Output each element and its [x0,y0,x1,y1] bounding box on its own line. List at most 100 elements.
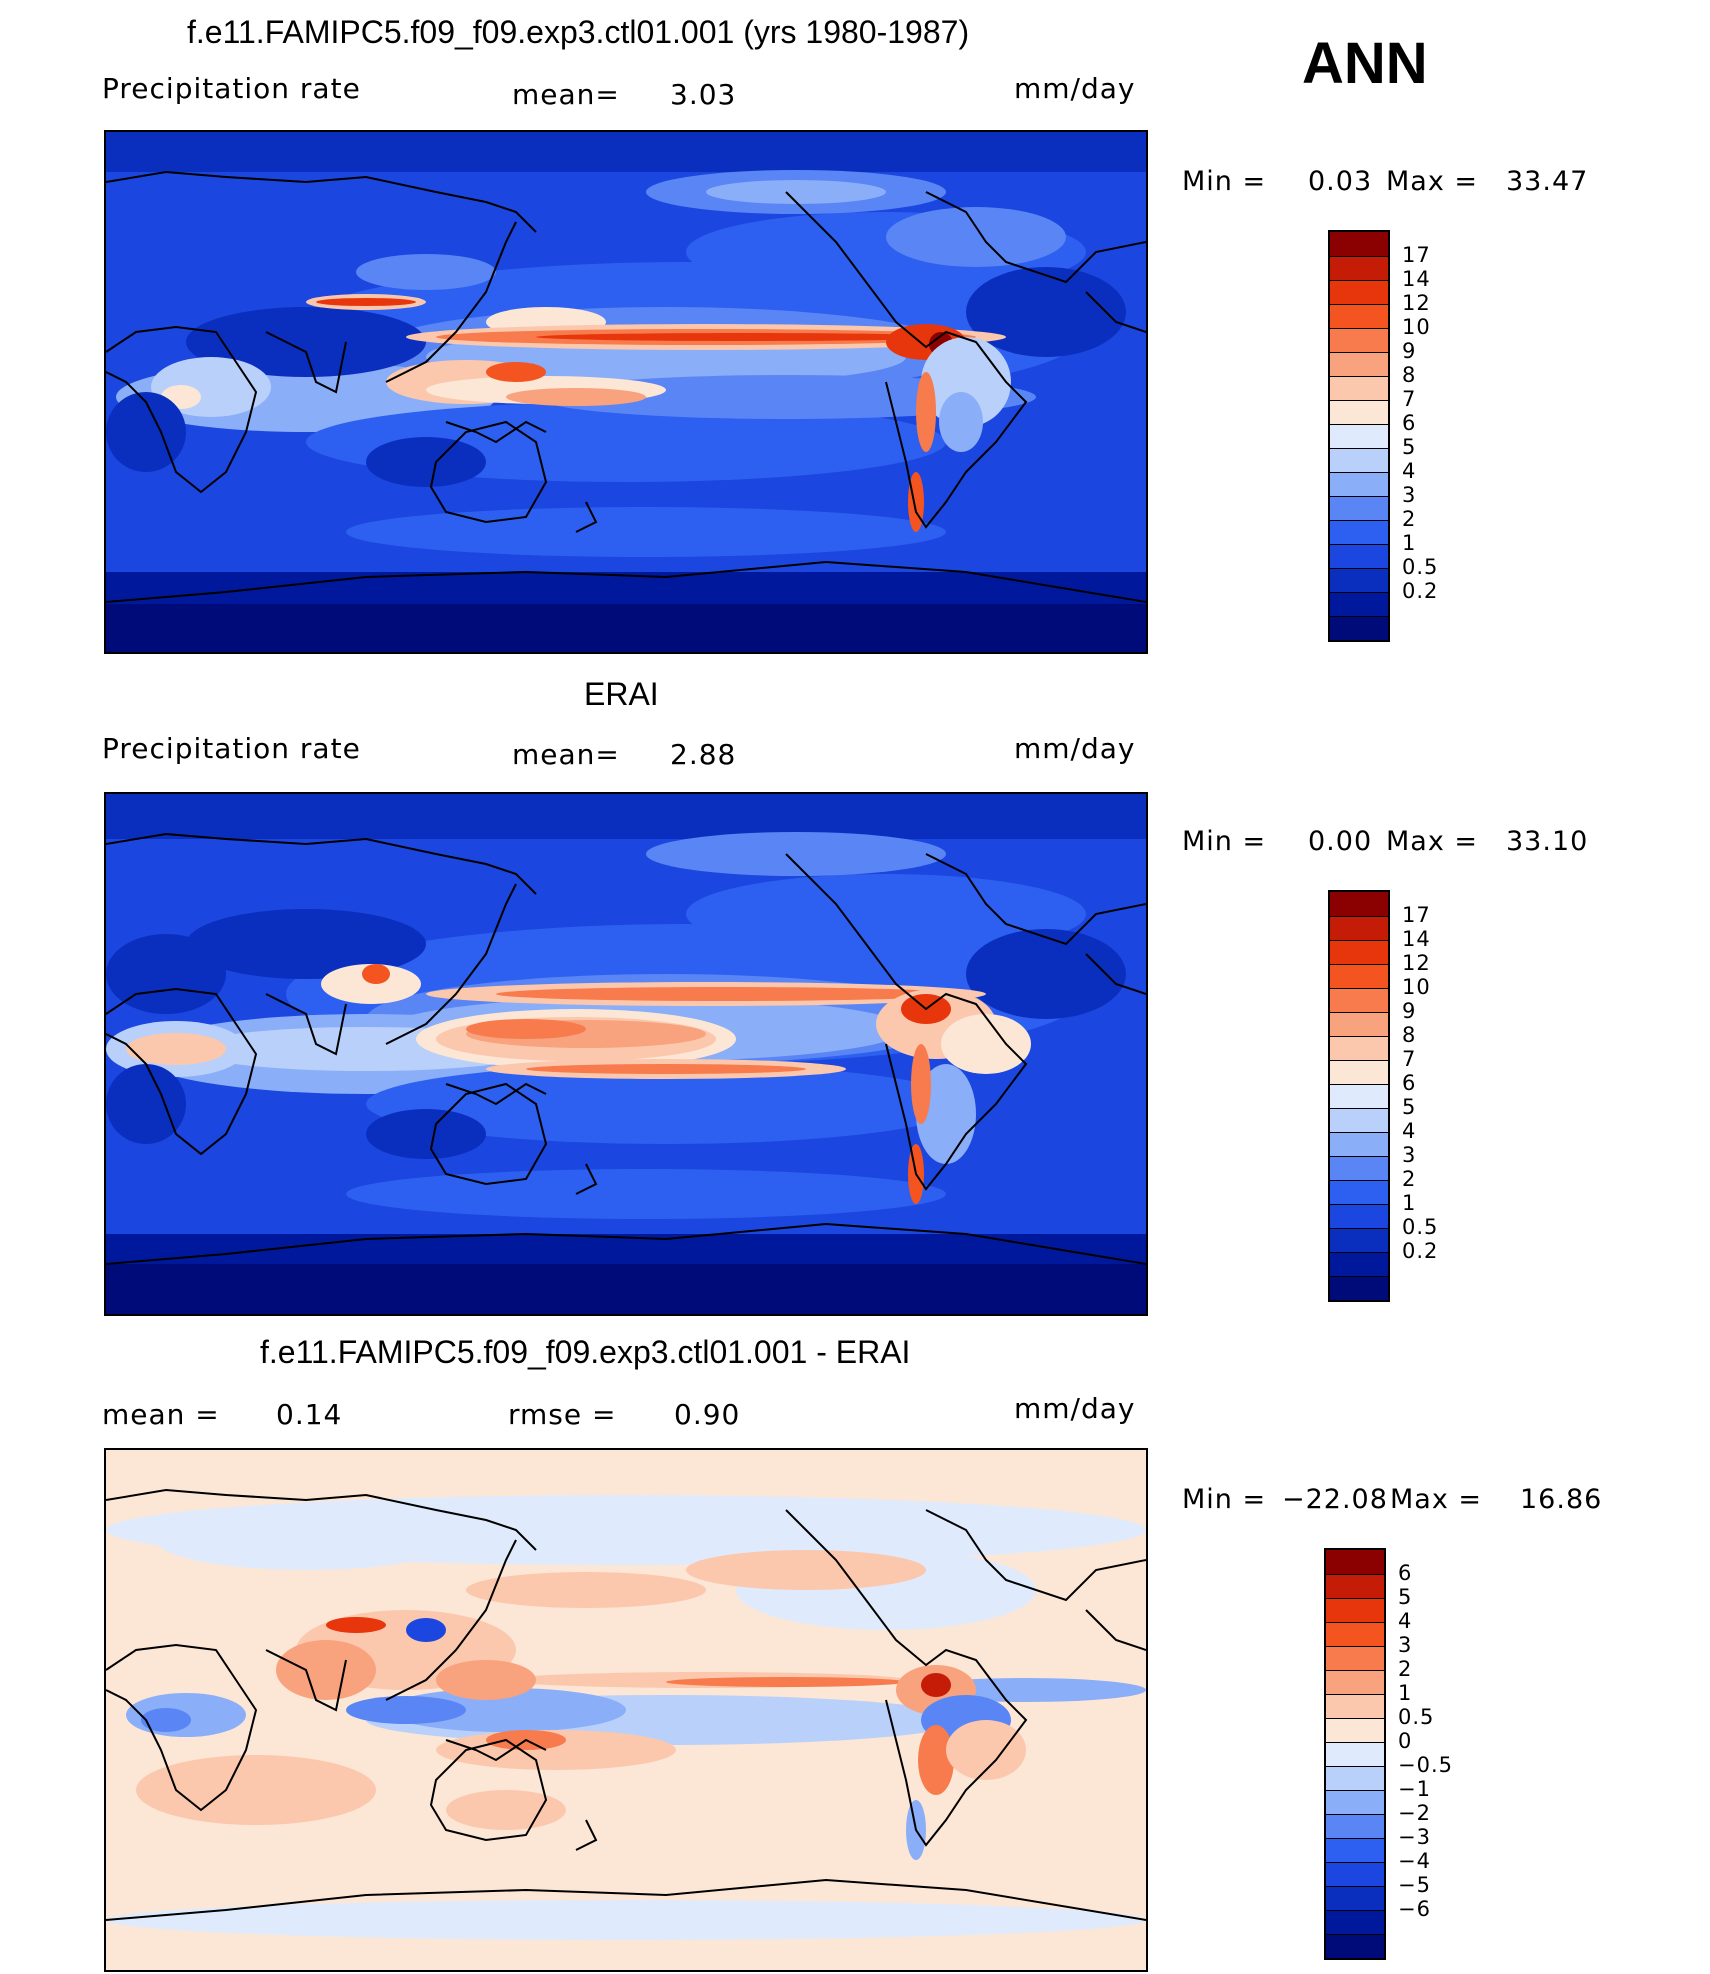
colorbar-label: 2 [1402,507,1417,531]
panel-2-title: ERAI [584,676,659,712]
panel-1-variable-label: Precipitation rate [102,72,361,105]
panel-3-difference-field [106,1450,1146,1970]
colorbar-label: 4 [1402,1119,1417,1143]
colorbar-label: 0.5 [1402,555,1439,579]
colorbar-label: 17 [1402,903,1431,927]
panel-3-map [104,1448,1148,1972]
colorbar-swatch [1326,1814,1384,1838]
panel-1-units: mm/day [1014,72,1136,105]
colorbar-label: 9 [1402,339,1417,363]
colorbar-swatch [1330,940,1388,964]
panel-2-map [104,792,1148,1316]
colorbar-label: −3 [1398,1825,1431,1849]
colorbar-swatch [1330,988,1388,1012]
panel-1-mean-value: 3.03 [670,78,737,111]
colorbar-label: 3 [1398,1633,1413,1657]
panel-1-colorbar-swatches [1328,230,1390,642]
panel-3-max-label: Max = [1390,1484,1483,1515]
panel-3-min-label: Min = [1182,1484,1267,1515]
colorbar-swatch [1326,1742,1384,1766]
colorbar-swatch [1330,400,1388,424]
colorbar-swatch [1330,448,1388,472]
colorbar-swatch [1330,916,1388,940]
panel-1-min-label: Min = [1182,166,1267,197]
colorbar-swatch [1326,1574,1384,1598]
colorbar-swatch [1326,1766,1384,1790]
colorbar-swatch [1330,328,1388,352]
colorbar-swatch [1326,1694,1384,1718]
colorbar-label: 3 [1402,1143,1417,1167]
panel-3-max-value: 16.86 [1520,1484,1603,1515]
colorbar-swatch [1330,964,1388,988]
colorbar-swatch [1330,376,1388,400]
colorbar-swatch [1326,1790,1384,1814]
panel-3-mean-value: 0.14 [276,1398,343,1431]
colorbar-swatch [1326,1622,1384,1646]
colorbar-label: −2 [1398,1801,1431,1825]
panel-1-max-label: Max = [1386,166,1479,197]
panel-2-max-label: Max = [1386,826,1479,857]
colorbar-label: −4 [1398,1849,1431,1873]
colorbar-label: −1 [1398,1777,1431,1801]
colorbar-label: −6 [1398,1897,1431,1921]
colorbar-label: 4 [1398,1609,1413,1633]
colorbar-label: 5 [1398,1585,1413,1609]
colorbar-swatch [1330,1276,1388,1300]
colorbar-label: 10 [1402,975,1431,999]
colorbar-label: 2 [1402,1167,1417,1191]
colorbar-swatch [1330,1156,1388,1180]
colorbar-swatch [1330,1084,1388,1108]
colorbar-swatch [1330,592,1388,616]
panel-2-mean-value: 2.88 [670,738,737,771]
colorbar-label: 10 [1402,315,1431,339]
colorbar-swatch [1330,352,1388,376]
panel-2-colorbar-swatches [1328,890,1390,1302]
panel-1-map [104,130,1148,654]
colorbar-label: 2 [1398,1657,1413,1681]
colorbar-label: 5 [1402,435,1417,459]
colorbar-label: 0.2 [1402,579,1439,603]
colorbar-label: 1 [1402,1191,1417,1215]
colorbar-swatch [1330,544,1388,568]
colorbar-label: 0 [1398,1729,1413,1753]
colorbar-swatch [1330,1252,1388,1276]
colorbar-swatch [1326,1598,1384,1622]
colorbar-swatch [1330,1012,1388,1036]
colorbar-label: 17 [1402,243,1431,267]
panel-2-max-value: 33.10 [1506,826,1589,857]
colorbar-swatch [1330,568,1388,592]
colorbar-label: 0.5 [1398,1705,1435,1729]
colorbar-swatch [1330,1132,1388,1156]
panel-1-max-value: 33.47 [1506,166,1589,197]
panel-3-rmse-value: 0.90 [674,1398,741,1431]
panel-1-mean-label: mean= [512,78,620,111]
colorbar-swatch [1330,472,1388,496]
colorbar-swatch [1330,496,1388,520]
colorbar-label: 1 [1402,531,1417,555]
panel-3-title: f.e11.FAMIPC5.f09_f09.exp3.ctl01.001 - E… [260,1334,911,1370]
colorbar-swatch [1330,616,1388,640]
panel-3-units: mm/day [1014,1392,1136,1425]
colorbar-label: 0.2 [1402,1239,1439,1263]
colorbar-swatch [1326,1646,1384,1670]
colorbar-swatch [1330,1180,1388,1204]
panel-2-units: mm/day [1014,732,1136,765]
colorbar-swatch [1330,1228,1388,1252]
colorbar-swatch [1326,1718,1384,1742]
colorbar-label: 8 [1402,1023,1417,1047]
colorbar-label: 3 [1402,483,1417,507]
colorbar-swatch [1330,520,1388,544]
colorbar-swatch [1326,1862,1384,1886]
colorbar-swatch [1326,1838,1384,1862]
colorbar-label: 12 [1402,291,1431,315]
colorbar-swatch [1330,280,1388,304]
colorbar-label: 6 [1402,411,1417,435]
panel-1-title: f.e11.FAMIPC5.f09_f09.exp3.ctl01.001 (yr… [187,14,970,50]
colorbar-label: 12 [1402,951,1431,975]
colorbar-swatch [1330,1204,1388,1228]
colorbar-label: 14 [1402,927,1431,951]
colorbar-label: 9 [1402,999,1417,1023]
panel-1-min-value: 0.03 [1308,166,1373,197]
panel-2-precip-field [106,794,1146,1314]
colorbar-label: −5 [1398,1873,1431,1897]
